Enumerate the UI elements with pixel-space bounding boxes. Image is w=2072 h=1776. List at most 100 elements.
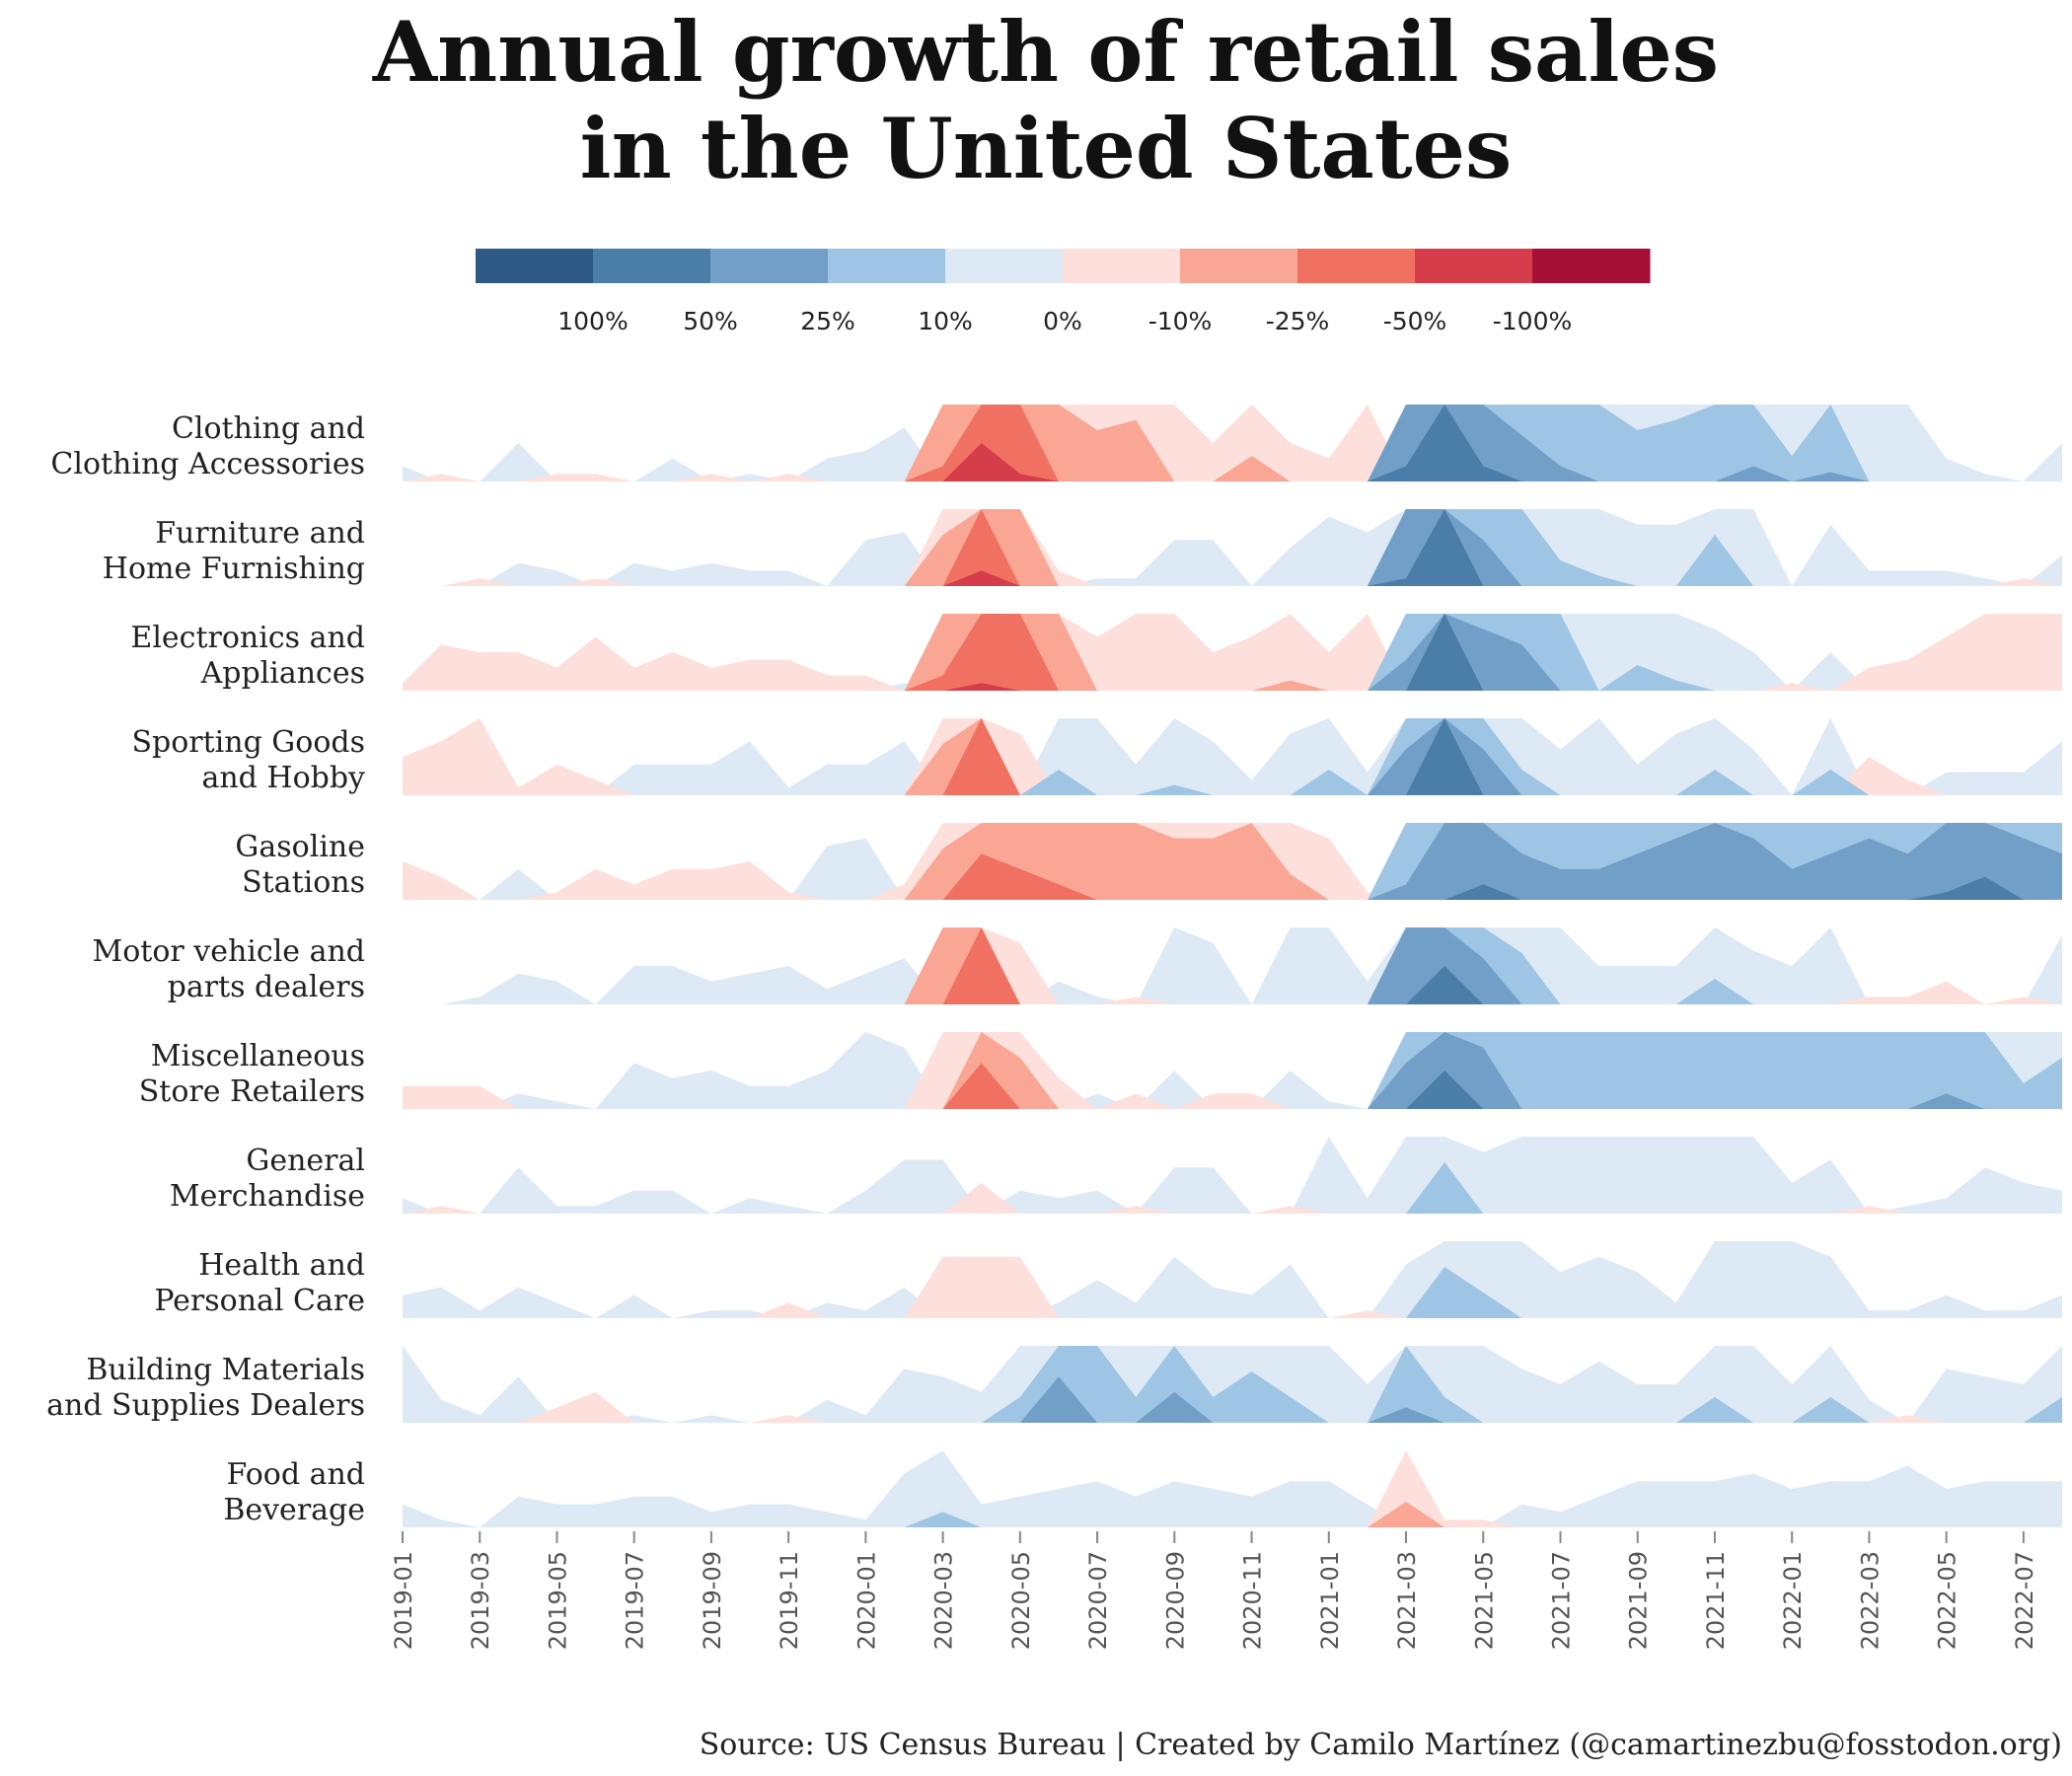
row-label: Motor vehicle and — [93, 934, 366, 969]
row-label: Health and — [198, 1248, 365, 1283]
legend-label: -25% — [1266, 307, 1330, 335]
horizon-band — [403, 405, 2062, 481]
legend-label: 0% — [1043, 307, 1082, 335]
x-tick-label: 2020-07 — [1084, 1551, 1112, 1650]
row-label: Sporting Goods — [131, 725, 365, 760]
x-tick-label: 2022-07 — [2011, 1551, 2038, 1650]
x-tick-label: 2019-05 — [544, 1551, 571, 1650]
x-axis: 2019-01 2019-03 2019-05 2019-07 2019-09 2019-… — [390, 1531, 2038, 1650]
x-tick-label: 2020-05 — [1007, 1551, 1035, 1650]
legend-swatch — [1063, 249, 1181, 283]
row-label: Home Furnishing — [103, 552, 365, 586]
x-tick-label: 2021-05 — [1470, 1551, 1498, 1650]
row-label: Store Retailers — [139, 1074, 365, 1109]
row-label: General — [246, 1144, 365, 1178]
chart-title-line-1: Annual growth of retail sales — [372, 3, 1719, 101]
legend-label: 50% — [683, 307, 738, 335]
row-label: Miscellaneous — [151, 1039, 365, 1073]
x-tick-label: 2021-09 — [1625, 1551, 1653, 1650]
row-label: Personal Care — [154, 1284, 365, 1318]
row-label: Merchandise — [170, 1179, 365, 1214]
row-label: Electronics and — [130, 621, 365, 655]
row-label: and Hobby — [201, 761, 365, 795]
legend-swatch — [593, 249, 711, 283]
horizon-band — [403, 927, 2062, 1004]
legend-swatch — [476, 249, 594, 283]
x-tick-label: 2020-01 — [852, 1551, 880, 1650]
horizon-band — [403, 718, 2062, 795]
legend-swatch — [710, 249, 829, 283]
horizon-band — [403, 1032, 2062, 1109]
legend-label: -10% — [1148, 307, 1213, 335]
legend-label: -50% — [1383, 307, 1447, 335]
row-label: Clothing Accessories — [50, 447, 365, 481]
x-tick-label: 2019-11 — [776, 1551, 803, 1650]
row-label: Gasoline — [235, 830, 365, 864]
legend-label: -100% — [1493, 307, 1573, 335]
chart-title-line-2: in the United States — [580, 100, 1513, 197]
horizon-band — [403, 718, 2062, 795]
legend-label: 10% — [918, 307, 973, 335]
x-tick-label: 2019-09 — [699, 1551, 726, 1650]
horizon-band — [403, 1241, 2062, 1318]
x-tick-label: 2021-01 — [1316, 1551, 1344, 1650]
color-legend: 100% 50% 25% 10% 0% -10% -25% -50% -100% — [476, 249, 1651, 335]
x-tick-label: 2022-03 — [1856, 1551, 1884, 1650]
x-tick-label: 2020-03 — [930, 1551, 958, 1650]
horizon-band — [403, 614, 2062, 691]
x-tick-label: 2020-11 — [1239, 1551, 1267, 1650]
x-tick-label: 2019-03 — [467, 1551, 494, 1650]
horizon-band — [403, 1137, 2062, 1214]
row-label: and Supplies Dealers — [46, 1388, 365, 1423]
x-tick-label: 2021-11 — [1702, 1551, 1730, 1650]
x-tick-label: 2021-03 — [1393, 1551, 1421, 1650]
row-label: Furniture and — [155, 516, 365, 551]
row-label: parts dealers — [168, 970, 365, 1004]
x-tick-label: 2019-07 — [622, 1551, 649, 1650]
horizon-band — [403, 1032, 2062, 1109]
horizon-band — [403, 927, 2062, 1004]
x-tick-label: 2019-01 — [390, 1551, 417, 1650]
x-tick-label: 2022-05 — [1934, 1551, 1961, 1650]
chart-title: Annual growth of retail sales in the Uni… — [372, 3, 1719, 197]
row-label: Beverage — [223, 1493, 365, 1527]
horizon-band — [403, 1391, 2062, 1423]
legend-swatch — [828, 249, 946, 283]
legend-swatch — [1297, 249, 1416, 283]
source-caption: Source: US Census Bureau | Created by Ca… — [700, 1728, 2062, 1762]
legend-swatch — [1532, 249, 1651, 283]
legend-swatch — [1180, 249, 1298, 283]
horizon-band — [403, 614, 2062, 691]
legend-swatch — [945, 249, 1064, 283]
x-tick-label: 2022-01 — [1779, 1551, 1807, 1650]
legend-swatch — [1415, 249, 1533, 283]
horizon-band — [403, 1346, 2062, 1423]
horizon-band — [403, 1450, 2062, 1527]
horizon-band — [403, 823, 2062, 900]
horizon-band — [403, 405, 2062, 481]
row-label: Building Materials — [86, 1353, 365, 1387]
horizon-band — [403, 823, 2062, 900]
x-tick-label: 2020-09 — [1161, 1551, 1189, 1650]
row-label: Appliances — [200, 656, 365, 691]
row-label: Food and — [227, 1457, 365, 1492]
legend-label: 100% — [557, 307, 628, 335]
row-label: Clothing and — [172, 411, 365, 446]
x-tick-label: 2021-07 — [1547, 1551, 1575, 1650]
horizon-band — [403, 509, 2062, 586]
row-label: Stations — [242, 865, 365, 900]
legend-label: 25% — [800, 307, 855, 335]
